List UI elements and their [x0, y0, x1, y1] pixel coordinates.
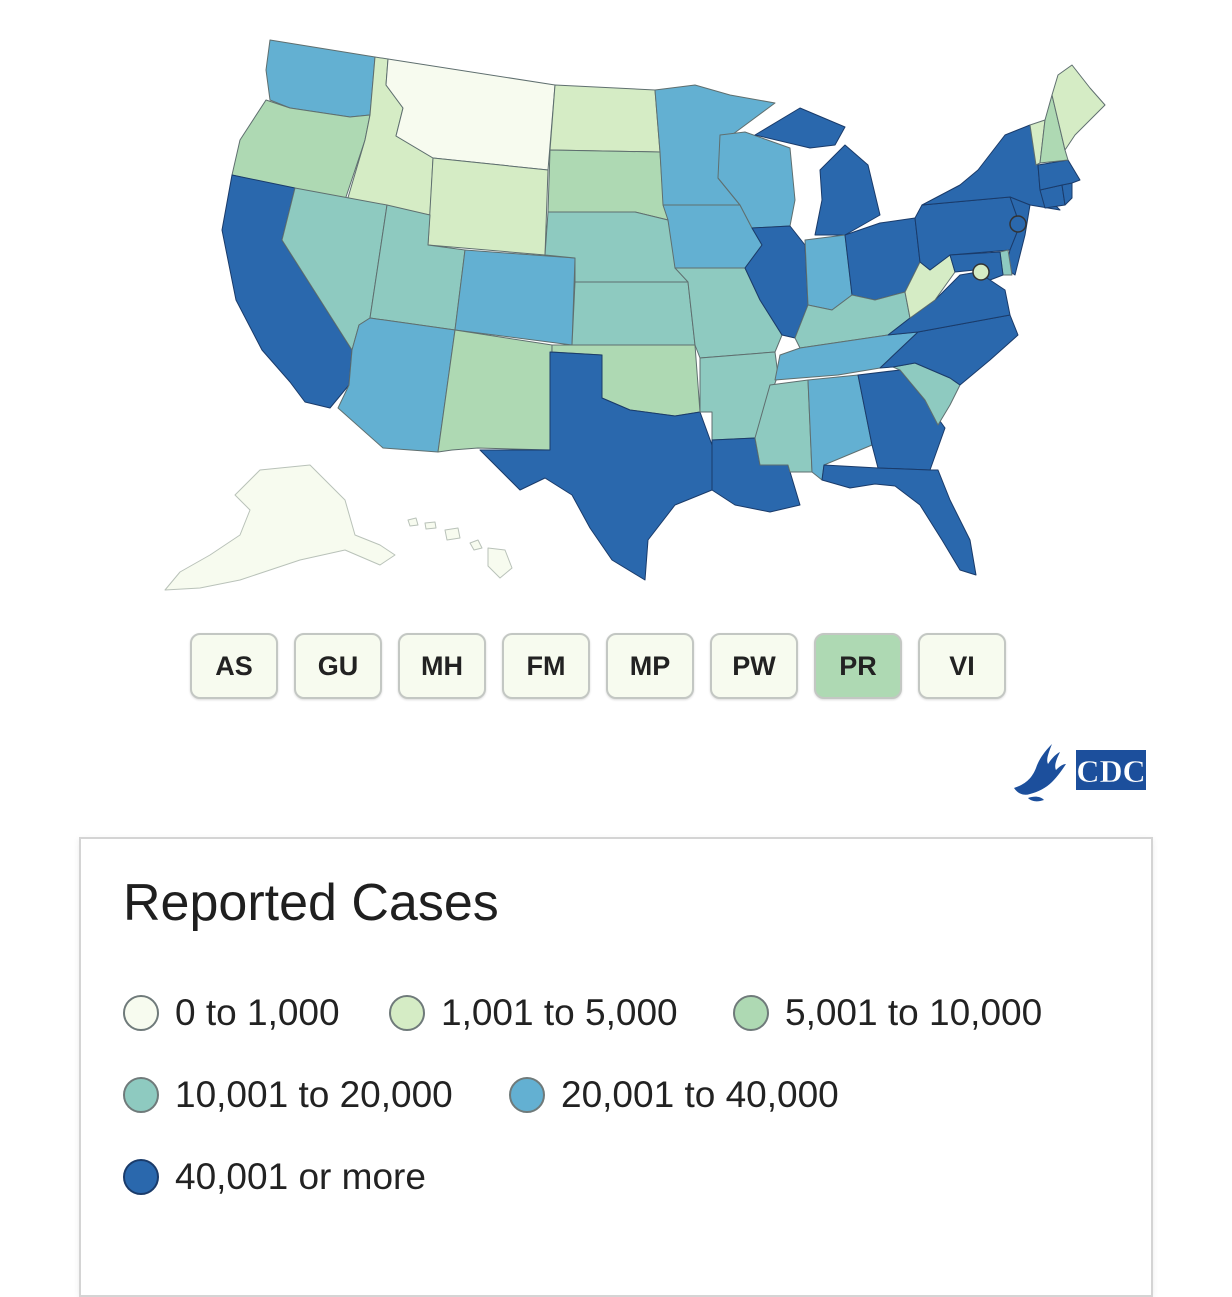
legend-label-2: 5,001 to 10,000: [785, 992, 1043, 1033]
map-canvas: [164, 39, 1106, 591]
legend-swatch-3: [123, 1077, 159, 1113]
territory-selector: AS GU MH FM MP PW PR VI: [190, 633, 1020, 701]
legend-item-3: 10,001 to 20,000: [123, 1074, 453, 1116]
territory-button-as[interactable]: AS: [190, 633, 278, 699]
legend-label-3: 10,001 to 20,000: [175, 1074, 453, 1115]
legend-swatch-1: [389, 995, 425, 1031]
state-sd[interactable]: [547, 149, 669, 221]
small-state-markers: [972, 215, 1027, 281]
state-ks[interactable]: [571, 281, 696, 346]
legend-swatch-0: [123, 995, 159, 1031]
legend-label-4: 20,001 to 40,000: [561, 1074, 839, 1115]
legend-item-4: 20,001 to 40,000: [509, 1074, 839, 1116]
territory-button-mp[interactable]: MP: [606, 633, 694, 699]
state-ma[interactable]: [1037, 159, 1081, 191]
state-tx[interactable]: [479, 351, 713, 581]
cdc-logo-box: [1076, 750, 1146, 790]
state-fl[interactable]: [821, 464, 977, 576]
legend-panel: Reported Cases 0 to 1,000 1,001 to 5,000…: [79, 837, 1153, 1297]
legend-item-0: 0 to 1,000: [123, 992, 340, 1034]
legend-swatch-5: [123, 1159, 159, 1195]
state-mi[interactable]: [754, 107, 881, 236]
cdc-logo-text: CDC: [1076, 753, 1145, 789]
state-il[interactable]: [744, 225, 809, 339]
territory-button-vi[interactable]: VI: [918, 633, 1006, 699]
legend-title: Reported Cases: [123, 874, 499, 932]
state-in[interactable]: [804, 234, 853, 311]
hhs-cdc-logo[interactable]: CDC: [1008, 738, 1148, 804]
state-nm[interactable]: [437, 329, 553, 453]
state-wy[interactable]: [427, 157, 549, 256]
territory-button-pr[interactable]: PR: [814, 633, 902, 699]
territory-button-pw[interactable]: PW: [710, 633, 798, 699]
state-me[interactable]: [1051, 64, 1106, 151]
legend-label-5: 40,001 or more: [175, 1156, 426, 1197]
legend-swatch-4: [509, 1077, 545, 1113]
state-nd[interactable]: [549, 84, 661, 153]
legend-item-2: 5,001 to 10,000: [733, 992, 1042, 1034]
states-layer: [164, 39, 1106, 591]
territory-button-fm[interactable]: FM: [502, 633, 590, 699]
marker-ri[interactable]: [1009, 215, 1027, 233]
hhs-eagle-icon: CDC: [1014, 744, 1146, 802]
territory-button-mh[interactable]: MH: [398, 633, 486, 699]
legend-label-1: 1,001 to 5,000: [441, 992, 678, 1033]
territory-button-gu[interactable]: GU: [294, 633, 382, 699]
legend-item-1: 1,001 to 5,000: [389, 992, 678, 1034]
legend-swatch-2: [733, 995, 769, 1031]
us-choropleth-map: [0, 0, 1232, 620]
state-az[interactable]: [337, 317, 456, 453]
legend-item-5: 40,001 or more: [123, 1156, 426, 1198]
state-ak[interactable]: [164, 464, 396, 591]
legend-label-0: 0 to 1,000: [175, 992, 340, 1033]
state-hi[interactable]: [407, 517, 513, 579]
state-nh[interactable]: [1039, 94, 1069, 164]
marker-dc[interactable]: [972, 263, 990, 281]
state-co[interactable]: [454, 249, 576, 346]
